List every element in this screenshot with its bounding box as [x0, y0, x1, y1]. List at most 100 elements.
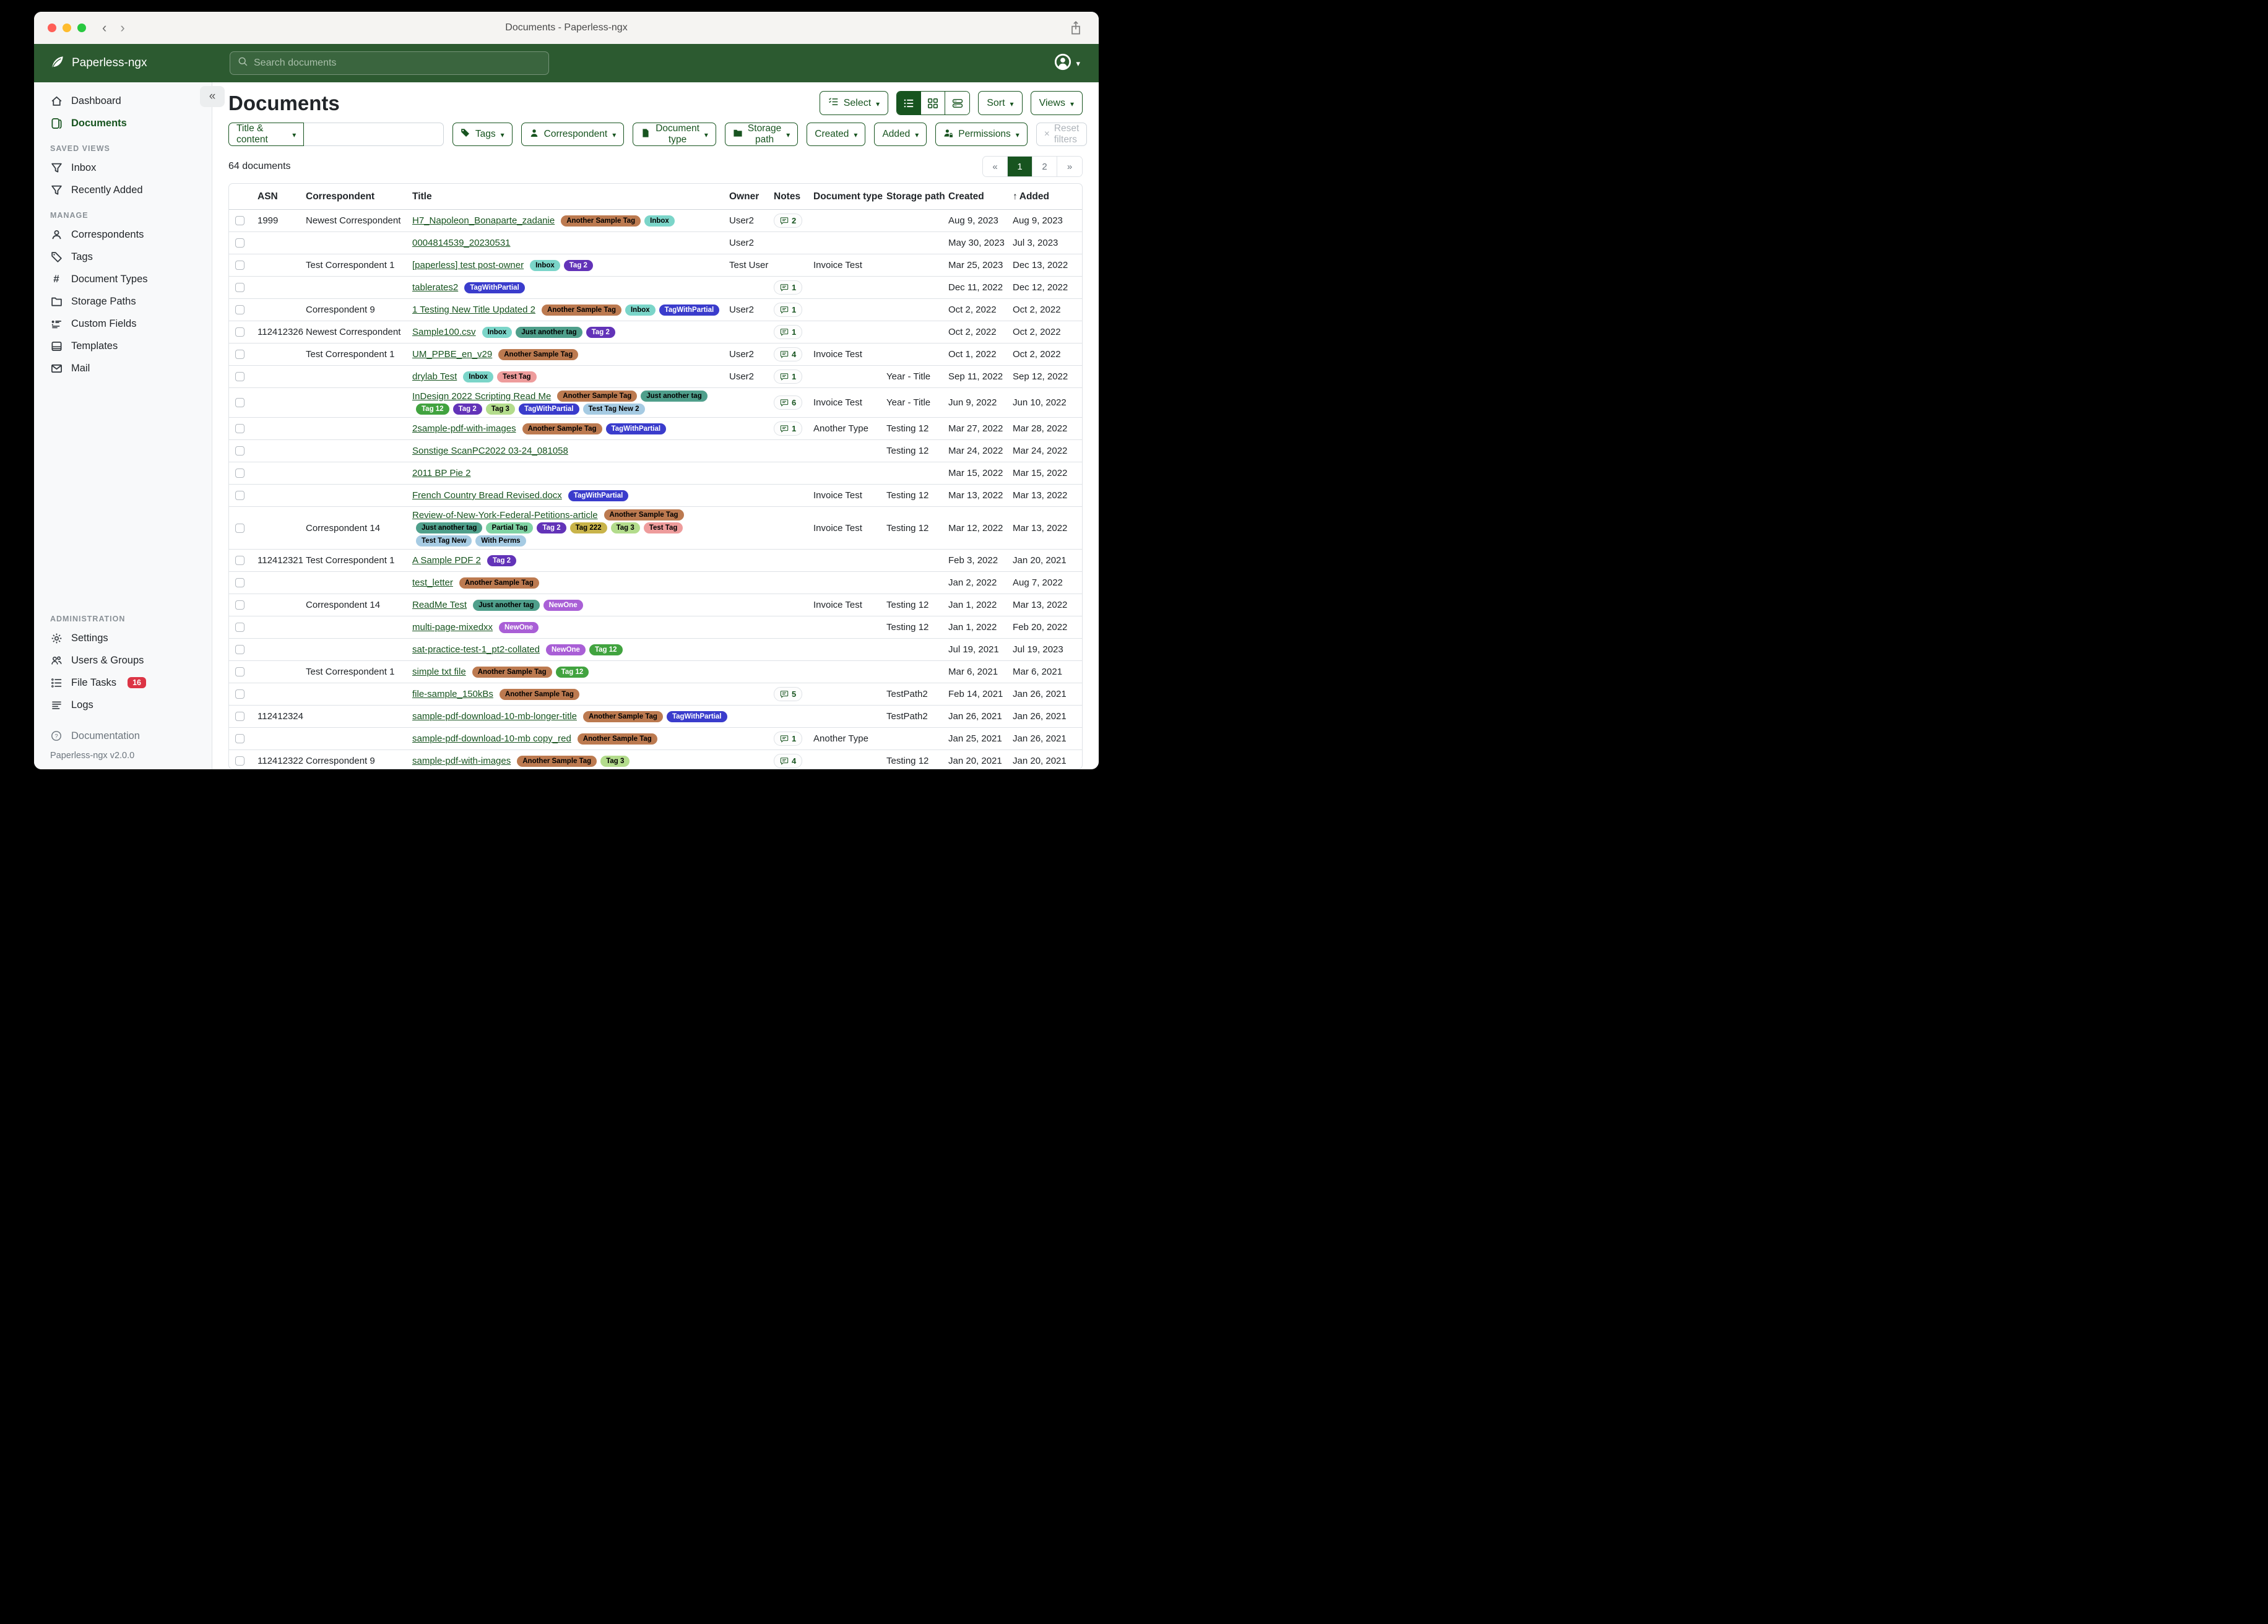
document-title-link[interactable]: 1 Testing New Title Updated 2 [412, 304, 536, 315]
notes-badge[interactable]: 1 [774, 421, 803, 436]
browser-forward-icon[interactable]: › [120, 20, 125, 35]
tag-chip[interactable]: TagWithPartial [666, 710, 727, 722]
document-title-link[interactable]: UM_PPBE_en_v29 [412, 349, 493, 360]
tag-chip[interactable]: Another Sample Tag [561, 215, 641, 227]
row-checkbox[interactable] [235, 372, 245, 381]
sidebar-item-tags[interactable]: Tags [34, 246, 212, 268]
document-title-link[interactable]: French Country Bread Revised.docx [412, 490, 562, 501]
notes-badge[interactable]: 1 [774, 280, 803, 295]
document-title-link[interactable]: A Sample PDF 2 [412, 555, 481, 566]
tag-chip[interactable]: TagWithPartial [659, 304, 720, 316]
tag-chip[interactable]: Tag 3 [600, 755, 630, 767]
sidebar-item-custom-fields[interactable]: Custom Fields [34, 313, 212, 335]
sidebar-item-documentation[interactable]: ? Documentation [34, 725, 212, 747]
document-title-link[interactable]: Sonstige ScanPC2022 03-24_081058 [412, 446, 568, 456]
document-title-link[interactable]: sample-pdf-with-images [412, 756, 511, 766]
created-filter-button[interactable]: Created [807, 123, 866, 146]
tag-chip[interactable]: Inbox [625, 304, 656, 316]
row-checkbox[interactable] [235, 712, 245, 721]
tag-chip[interactable]: Another Sample Tag [604, 509, 684, 520]
title-content-dropdown[interactable]: Title & content [228, 123, 305, 146]
tag-chip[interactable]: Another Sample Tag [577, 733, 657, 745]
sort-button[interactable]: Sort [978, 91, 1023, 115]
row-checkbox[interactable] [235, 327, 245, 337]
zoom-window-button[interactable] [77, 24, 86, 32]
sidebar-item-documents[interactable]: Documents [34, 112, 212, 134]
row-checkbox[interactable] [235, 446, 245, 456]
notes-badge[interactable]: 4 [774, 347, 803, 361]
tag-chip[interactable]: Tag 2 [452, 404, 482, 415]
tag-chip[interactable]: Tag 2 [487, 555, 517, 566]
document-title-link[interactable]: Sample100.csv [412, 327, 476, 337]
row-checkbox[interactable] [235, 623, 245, 632]
tag-chip[interactable]: Another Sample Tag [582, 710, 663, 722]
header-created[interactable]: Created [948, 191, 984, 202]
list-view-button[interactable] [897, 92, 922, 114]
user-menu[interactable] [1054, 53, 1080, 74]
grid-view-button[interactable] [921, 92, 946, 114]
brand[interactable]: Paperless-ngx [34, 54, 212, 72]
tag-chip[interactable]: Tag 2 [537, 522, 566, 533]
title-content-input[interactable] [304, 123, 444, 146]
document-title-link[interactable]: 2011 BP Pie 2 [412, 468, 471, 478]
row-checkbox[interactable] [235, 238, 245, 248]
header-storage-path[interactable]: Storage path [886, 191, 945, 202]
document-title-link[interactable]: tablerates2 [412, 282, 459, 293]
row-checkbox[interactable] [235, 734, 245, 743]
pagination-page-2[interactable]: 2 [1032, 157, 1057, 176]
notes-badge[interactable]: 1 [774, 732, 803, 746]
reset-filters-button[interactable]: × Reset filters [1036, 123, 1088, 146]
document-title-link[interactable]: Review-of-New-York-Federal-Petitions-art… [412, 509, 598, 520]
tag-chip[interactable]: Tag 3 [485, 404, 515, 415]
tag-chip[interactable]: Test Tag New [416, 535, 472, 546]
sidebar-item-correspondents[interactable]: Correspondents [34, 223, 212, 246]
document-title-link[interactable]: sample-pdf-download-10-mb-longer-title [412, 711, 577, 722]
tag-chip[interactable]: Just another tag [641, 391, 708, 402]
tag-chip[interactable]: Another Sample Tag [498, 348, 579, 360]
pagination-first-button[interactable]: « [983, 157, 1008, 176]
document-title-link[interactable]: test_letter [412, 577, 453, 588]
tag-chip[interactable]: TagWithPartial [464, 282, 525, 293]
sidebar-item-dashboard[interactable]: Dashboard [34, 90, 212, 112]
notes-badge[interactable]: 5 [774, 687, 803, 701]
minimize-window-button[interactable] [63, 24, 71, 32]
tag-chip[interactable]: Test Tag [496, 371, 537, 382]
document-title-link[interactable]: sat-practice-test-1_pt2-collated [412, 644, 540, 655]
row-checkbox[interactable] [235, 556, 245, 565]
sidebar-item-storage-paths[interactable]: Storage Paths [34, 290, 212, 313]
tag-chip[interactable]: Just another tag [516, 326, 582, 338]
row-checkbox[interactable] [235, 305, 245, 314]
document-title-link[interactable]: 2sample-pdf-with-images [412, 423, 516, 434]
document-title-link[interactable]: sample-pdf-download-10-mb copy_red [412, 733, 571, 744]
row-checkbox[interactable] [235, 667, 245, 676]
tag-chip[interactable]: Partial Tag [486, 522, 534, 533]
tag-chip[interactable]: Another Sample Tag [522, 423, 602, 434]
tag-chip[interactable]: Another Sample Tag [557, 391, 638, 402]
notes-badge[interactable]: 6 [774, 395, 803, 410]
row-checkbox[interactable] [235, 261, 245, 270]
sidebar-item-mail[interactable]: Mail [34, 357, 212, 379]
tag-chip[interactable]: Tag 12 [555, 666, 589, 678]
search-input[interactable] [254, 58, 541, 69]
views-button[interactable]: Views [1030, 91, 1083, 115]
close-window-button[interactable] [48, 24, 56, 32]
tag-chip[interactable]: Just another tag [416, 522, 483, 533]
tags-filter-button[interactable]: Tags [452, 123, 513, 146]
tag-chip[interactable]: Another Sample Tag [517, 755, 597, 767]
tag-chip[interactable]: Tag 12 [589, 644, 623, 655]
tag-chip[interactable]: Tag 3 [610, 522, 640, 533]
tag-chip[interactable]: Just another tag [473, 599, 540, 611]
tag-chip[interactable]: Another Sample Tag [459, 577, 539, 589]
document-title-link[interactable]: drylab Test [412, 371, 457, 382]
row-checkbox[interactable] [235, 283, 245, 292]
tag-chip[interactable]: Inbox [644, 215, 675, 227]
header-document-type[interactable]: Document type [813, 191, 883, 202]
sidebar-item-inbox[interactable]: Inbox [34, 157, 212, 179]
row-checkbox[interactable] [235, 523, 245, 533]
tag-chip[interactable]: Tag 222 [569, 522, 607, 533]
tag-chip[interactable]: Another Sample Tag [499, 688, 579, 700]
sidebar-item-users-groups[interactable]: Users & Groups [34, 649, 212, 672]
sidebar-item-logs[interactable]: Logs [34, 694, 212, 716]
tag-chip[interactable]: TagWithPartial [568, 490, 629, 501]
correspondent-filter-button[interactable]: Correspondent [521, 123, 625, 146]
